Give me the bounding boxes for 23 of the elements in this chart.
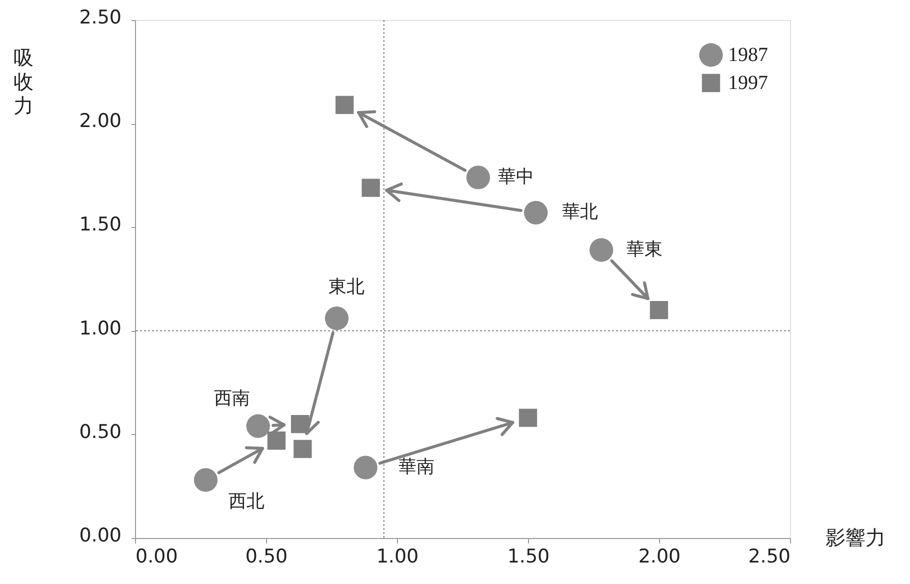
x-tick-label: 1.00 bbox=[376, 546, 419, 568]
annotation: 西北 bbox=[228, 490, 265, 512]
y-tick-label: 1.50 bbox=[79, 214, 122, 236]
legend-label: 1997 bbox=[728, 72, 768, 94]
annotation: 東北 bbox=[328, 276, 365, 298]
x-tick-label: 1.50 bbox=[507, 546, 550, 568]
y-tick-label: 0.50 bbox=[79, 420, 122, 443]
x-axis-title: 影響力 bbox=[826, 526, 886, 550]
annotation: 西南 bbox=[214, 388, 250, 410]
y-tick-label: 1.00 bbox=[79, 317, 122, 340]
x-tick-label: 2.00 bbox=[638, 546, 681, 568]
y-axis-title: 吸收力 bbox=[14, 46, 34, 118]
annotation: 華東 bbox=[626, 238, 662, 260]
x-tick-label: 2.50 bbox=[748, 546, 790, 568]
y-tick-label: 0.00 bbox=[79, 524, 122, 546]
x-tick-label: 0.00 bbox=[136, 546, 178, 568]
x-tick-label: 0.50 bbox=[245, 546, 288, 568]
annotation: 華南 bbox=[398, 456, 435, 478]
annotation: 華中 bbox=[498, 166, 534, 188]
y-tick-label: 2.00 bbox=[79, 110, 122, 132]
y-tick-label: 2.50 bbox=[79, 6, 122, 28]
annotation: 華北 bbox=[562, 202, 598, 223]
legend-label: 1987 bbox=[728, 44, 768, 66]
